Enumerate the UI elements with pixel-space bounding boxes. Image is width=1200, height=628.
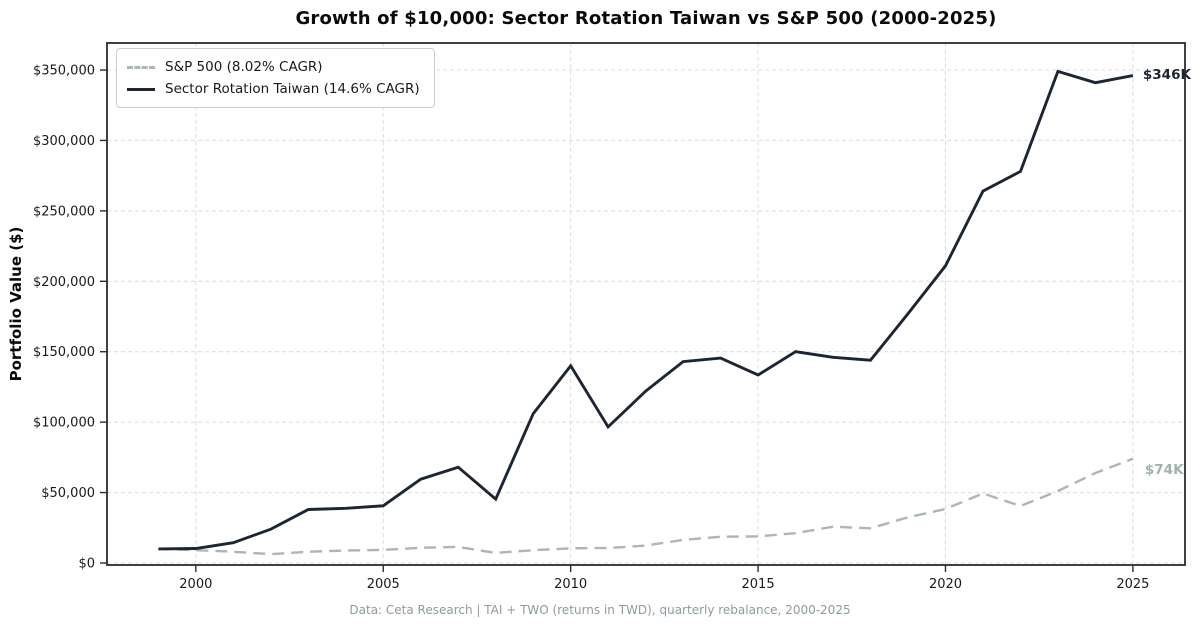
y-tick-label: $300,000 [33,134,95,149]
x-tick-label: 2025 [1116,577,1149,592]
sp500-dashed-line-swatch [127,65,155,69]
legend-label-taiwan: Sector Rotation Taiwan (14.6% CAGR) [165,81,420,97]
data-source-note: Data: Ceta Research | TAI + TWO (returns… [349,603,851,617]
x-tick-label: 2005 [367,577,400,592]
legend-item-taiwan: Sector Rotation Taiwan (14.6% CAGR) [127,78,420,100]
x-tick-label: 2010 [554,577,587,592]
y-tick-label: $350,000 [33,64,95,79]
y-tick-label: $100,000 [33,416,95,431]
x-tick-label: 2000 [179,577,212,592]
x-tick-label: 2020 [929,577,962,592]
legend: S&P 500 (8.02% CAGR) Sector Rotation Tai… [116,48,435,108]
sp500-line [158,457,1134,556]
chart-title: Growth of $10,000: Sector Rotation Taiwa… [295,8,997,29]
x-tick-label: 2015 [742,577,775,592]
taiwan-end-value-label: $346K [1142,66,1191,83]
plot-border [106,42,1186,566]
y-tick-label: $0 [78,556,95,571]
legend-item-sp500: S&P 500 (8.02% CAGR) [127,56,420,78]
y-tick-label: $250,000 [33,204,95,219]
taiwan-line [158,69,1134,551]
y-tick-label: $200,000 [33,275,95,290]
legend-label-sp500: S&P 500 (8.02% CAGR) [165,59,323,75]
sp500-end-value-label: $74K [1144,461,1184,478]
y-tick-label: $150,000 [33,345,95,360]
taiwan-solid-line-swatch [127,87,155,91]
y-tick-label: $50,000 [41,486,95,501]
